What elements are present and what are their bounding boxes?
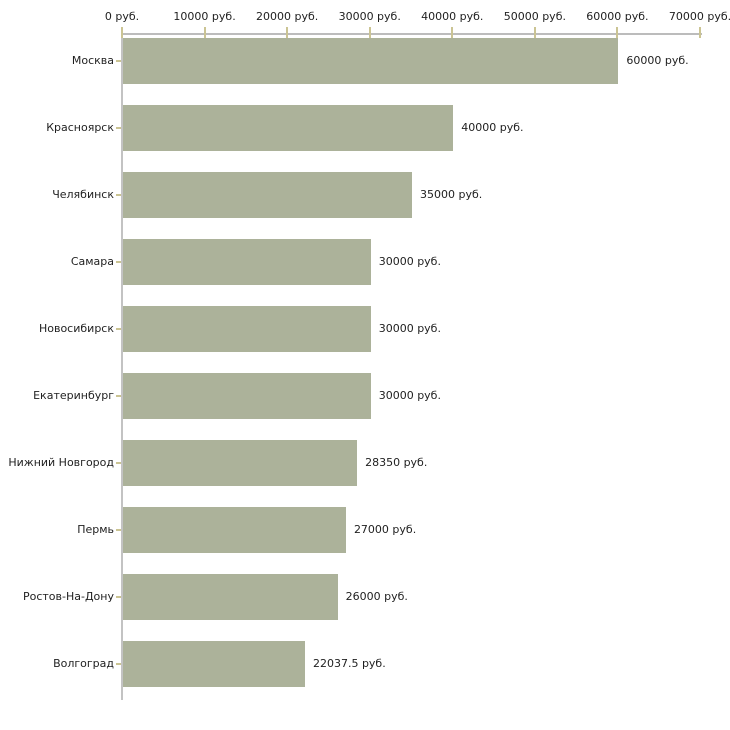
category-label: Екатеринбург	[33, 389, 114, 402]
value-label: 30000 руб.	[378, 389, 441, 402]
category-tick	[116, 395, 121, 397]
bar	[123, 238, 371, 285]
bar	[123, 37, 619, 84]
category-tick	[116, 260, 121, 263]
x-axis-tick	[203, 27, 206, 38]
value-label: 60000 руб.	[626, 53, 689, 67]
x-axis-tick-label: 70000 руб.	[668, 10, 730, 23]
category-label: Москва	[71, 53, 114, 67]
bar	[123, 507, 346, 554]
category-label: Пермь	[77, 523, 114, 537]
category-tick	[116, 596, 121, 599]
x-axis-tick-label: 10000 руб.	[173, 10, 236, 23]
bar	[123, 171, 412, 218]
x-axis-tick-label: 20000 руб.	[256, 10, 319, 23]
bar	[123, 574, 338, 621]
bar	[123, 373, 371, 419]
x-axis-line	[121, 33, 702, 35]
x-axis-tick	[368, 27, 371, 38]
category-label: Красноярск	[46, 120, 114, 134]
category-label: Самара	[70, 254, 114, 268]
category-label: Ростов-На-Дону	[22, 590, 114, 604]
x-axis-tick-label: 60000 руб.	[586, 10, 649, 23]
x-axis-tick	[533, 27, 536, 38]
category-tick	[116, 462, 121, 465]
category-tick	[116, 663, 121, 666]
value-label: 40000 руб.	[461, 120, 524, 134]
x-axis-tick-label: 0 руб.	[104, 10, 140, 23]
category-label: Нижний Новгород	[8, 456, 114, 470]
category-tick	[116, 193, 121, 196]
category-tick	[116, 126, 121, 129]
x-axis-tick	[121, 27, 123, 38]
bar	[123, 440, 358, 487]
category-label: Новосибирск	[38, 321, 114, 335]
y-axis-line	[121, 33, 123, 700]
category-label: Волгоград	[53, 657, 114, 671]
value-label: 22037.5 руб.	[312, 657, 386, 671]
value-label: 26000 руб.	[345, 590, 408, 604]
x-axis-tick	[699, 27, 701, 38]
x-axis-tick	[451, 27, 454, 38]
bar	[123, 305, 371, 352]
value-label: 30000 руб.	[378, 321, 441, 335]
category-tick	[116, 327, 121, 330]
x-axis-tick	[616, 27, 619, 38]
x-axis-tick-label: 50000 руб.	[503, 10, 566, 23]
x-axis-tick-label: 30000 руб.	[338, 10, 401, 23]
category-tick	[116, 529, 121, 532]
bar	[123, 104, 454, 151]
value-label: 30000 руб.	[378, 254, 441, 268]
value-label: 28350 руб.	[365, 456, 428, 470]
value-label: 35000 руб.	[420, 187, 483, 201]
category-label: Челябинск	[52, 187, 114, 201]
category-tick	[116, 59, 121, 62]
x-axis-tick-label: 40000 руб.	[421, 10, 484, 23]
x-axis-tick	[286, 27, 289, 38]
bar	[123, 641, 305, 688]
value-label: 27000 руб.	[353, 523, 417, 537]
